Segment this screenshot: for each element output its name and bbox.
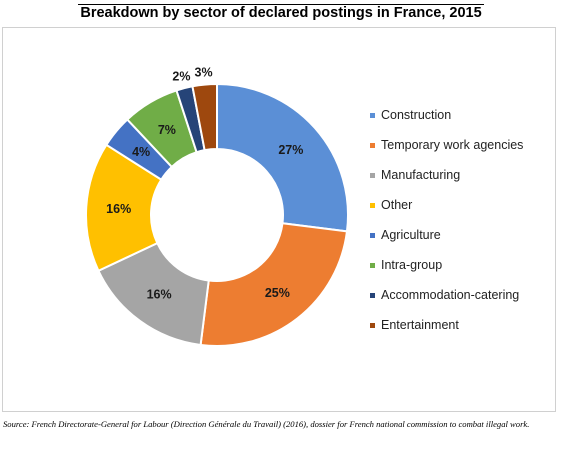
data-label-manufacturing: 16% — [147, 288, 172, 302]
legend-item-other: Other — [370, 190, 523, 220]
slice-entertainment — [191, 82, 218, 152]
chart-legend: Construction Temporary work agencies Manuf… — [370, 100, 523, 340]
data-label-other: 16% — [106, 202, 131, 216]
legend-item-intra-group: Intra-group — [370, 250, 523, 280]
legend-label: Accommodation-catering — [381, 288, 520, 302]
slice-construction — [216, 82, 349, 233]
legend-swatch — [370, 142, 375, 148]
legend-label: Construction — [381, 108, 452, 122]
legend-item-accommodation-catering: Accommodation-catering — [370, 280, 523, 310]
legend-label: Other — [381, 198, 413, 212]
legend-item-construction: Construction — [370, 100, 523, 130]
legend-label: Manufacturing — [381, 168, 461, 182]
data-label-temporary-work-agencies: 25% — [265, 286, 290, 300]
source-note: Source: French Directorate-General for L… — [3, 419, 530, 429]
legend-label: Entertainment — [381, 318, 459, 332]
legend-swatch — [370, 202, 375, 208]
legend-label: Temporary work agencies — [381, 138, 524, 152]
legend-swatch — [370, 292, 375, 298]
slice-temporary-work-agencies — [199, 222, 349, 347]
chart-title: Breakdown by sector of declared postings… — [78, 4, 484, 21]
data-label-construction: 27% — [278, 143, 303, 157]
legend-label: Agriculture — [381, 228, 441, 242]
legend-swatch — [370, 322, 375, 328]
data-label-intra-group: 7% — [158, 123, 176, 137]
legend-swatch — [370, 262, 375, 268]
legend-item-manufacturing: Manufacturing — [370, 160, 523, 190]
legend-swatch — [370, 172, 375, 178]
data-label-entertainment: 3% — [195, 66, 213, 80]
data-label-agriculture: 4% — [132, 145, 150, 159]
legend-item-temporary-work-agencies: Temporary work agencies — [370, 130, 523, 160]
legend-label: Intra-group — [381, 258, 443, 272]
data-label-accommodation-catering: 2% — [172, 69, 190, 83]
legend-swatch — [370, 232, 375, 238]
legend-item-entertainment: Entertainment — [370, 310, 523, 340]
legend-swatch — [370, 112, 375, 118]
legend-item-agriculture: Agriculture — [370, 220, 523, 250]
